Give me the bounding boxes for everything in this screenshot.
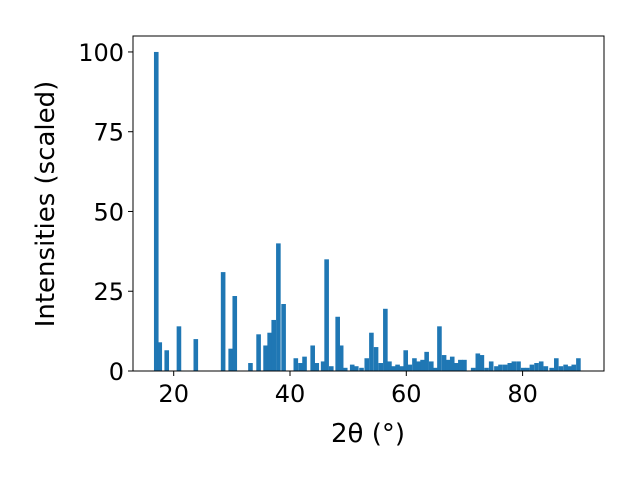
bar: [507, 363, 513, 371]
bar: [364, 358, 370, 371]
bar: [399, 366, 404, 371]
x-axis-label: 2θ (°): [331, 419, 405, 449]
bar: [342, 367, 348, 371]
bar: [437, 326, 442, 371]
bar: [302, 356, 307, 371]
bar: [373, 347, 379, 371]
bar: [369, 332, 374, 371]
bar: [567, 366, 572, 371]
bar: [520, 367, 526, 371]
bar: [293, 358, 299, 371]
bar: [554, 358, 559, 371]
y-tick-label: 100: [78, 39, 124, 67]
bar: [571, 364, 577, 371]
bar: [157, 342, 163, 371]
bar: [433, 367, 438, 371]
bar: [320, 361, 326, 371]
bar: [395, 364, 400, 371]
bar: [387, 361, 392, 371]
bar: [502, 364, 508, 371]
bar: [420, 359, 425, 371]
bar: [429, 361, 434, 371]
bar: [353, 366, 359, 371]
bar: [335, 316, 340, 371]
bar: [176, 326, 182, 371]
bar: [310, 345, 315, 371]
bar: [298, 363, 303, 371]
bar: [391, 366, 396, 371]
bar: [424, 351, 429, 371]
bar: [416, 361, 421, 371]
bar: [276, 243, 281, 371]
bar: [534, 363, 539, 371]
bar: [314, 363, 320, 371]
bar: [228, 348, 233, 371]
bar: [475, 353, 481, 371]
bar: [232, 296, 238, 371]
bar: [549, 367, 554, 371]
bar: [324, 259, 329, 371]
bar: [445, 359, 451, 371]
bar: [454, 363, 459, 371]
bar: [359, 367, 364, 371]
bar: [338, 345, 344, 371]
bar: [164, 350, 170, 371]
bar: [383, 308, 388, 371]
bar: [248, 363, 253, 371]
y-axis-label: Intensities (scaled): [31, 81, 61, 328]
bar: [441, 355, 447, 371]
bar: [494, 366, 499, 371]
bar: [524, 367, 530, 371]
bar: [271, 319, 277, 371]
bar: [488, 361, 494, 371]
bar: [349, 364, 355, 371]
bar: [403, 350, 409, 371]
bar: [378, 363, 384, 371]
bar: [558, 366, 564, 371]
bar: [470, 367, 476, 371]
bar: [538, 361, 544, 371]
bar: [267, 332, 272, 371]
y-tick-label: 25: [93, 278, 124, 306]
bar: [193, 339, 199, 371]
bar: [576, 358, 581, 371]
bar: [458, 359, 463, 371]
x-tick-label: 60: [391, 380, 422, 408]
bar: [511, 361, 517, 371]
y-tick-label: 50: [93, 198, 124, 226]
y-axis: 0 25 50 75 100: [78, 39, 133, 386]
plot-frame: [132, 35, 605, 372]
y-tick-label: 75: [93, 119, 124, 147]
x-tick-label: 20: [158, 380, 189, 408]
bar: [516, 361, 521, 371]
bar: [220, 272, 226, 371]
bar: [281, 304, 286, 371]
bar: [543, 366, 549, 371]
bar: [529, 364, 535, 371]
bar: [263, 345, 268, 371]
y-tick-label: 0: [109, 358, 124, 386]
bars-group: [153, 51, 581, 371]
bar: [407, 364, 413, 371]
x-tick-label: 80: [507, 380, 538, 408]
bar: [479, 355, 485, 371]
bar: [563, 364, 568, 371]
x-axis: 20 40 60 80: [158, 371, 538, 408]
bar: [412, 358, 417, 371]
bar: [498, 364, 503, 371]
x-tick-label: 40: [275, 380, 306, 408]
bar: [449, 356, 455, 371]
bar: [153, 51, 159, 371]
bar: [484, 367, 489, 371]
bar: [256, 334, 261, 371]
bar: [462, 359, 467, 371]
bar: [328, 366, 334, 371]
